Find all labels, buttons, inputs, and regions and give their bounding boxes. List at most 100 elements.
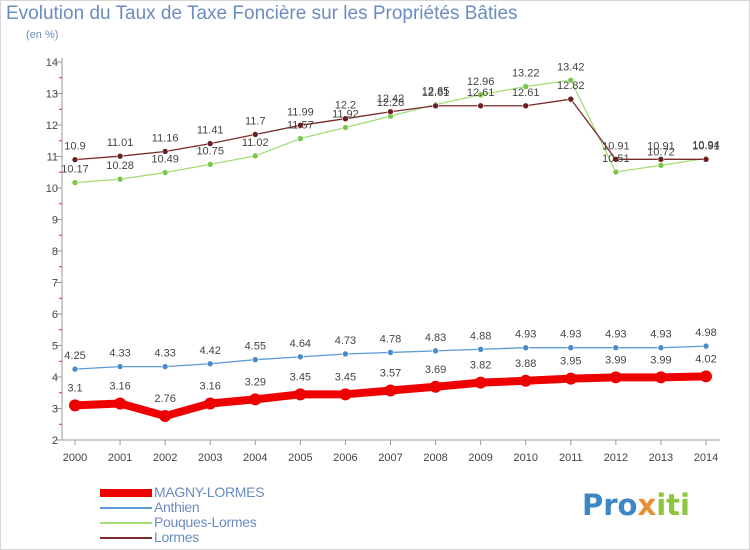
legend-item: Anthien: [100, 499, 340, 515]
y-tick-label: 11: [47, 152, 58, 164]
data-point: [477, 102, 484, 110]
data-label: 13.42: [557, 61, 585, 73]
data-label: 3.1: [67, 382, 82, 394]
y-tick-label: 4: [52, 372, 58, 384]
data-label: 10.75: [196, 145, 224, 157]
data-label: 10.91: [602, 140, 630, 152]
legend-swatch: [100, 537, 152, 539]
data-point: [522, 102, 530, 110]
data-label: 12.96: [467, 76, 495, 88]
data-point: [612, 344, 620, 352]
data-point: [161, 363, 169, 370]
data-label: 3.45: [335, 371, 356, 383]
data-point: [204, 397, 217, 410]
data-label: 4.42: [200, 345, 221, 357]
data-point: [519, 374, 532, 387]
data-label: 3.57: [380, 368, 401, 380]
data-point: [609, 371, 622, 384]
data-label: 3.69: [425, 364, 446, 376]
x-tick-label: 2004: [243, 452, 267, 464]
y-tick-label: 3: [52, 404, 58, 416]
data-point: [206, 161, 214, 168]
data-point: [522, 83, 530, 90]
data-point: [387, 349, 394, 356]
data-point: [161, 169, 169, 176]
x-tick-label: 2006: [333, 452, 357, 464]
data-point: [159, 410, 172, 423]
legend-swatch: [100, 522, 152, 524]
data-label: 4.88: [470, 330, 491, 342]
data-label: 12.61: [512, 87, 540, 99]
data-label: 12.61: [422, 87, 450, 99]
data-label: 3.29: [245, 376, 266, 388]
data-label: 3.16: [200, 380, 221, 392]
data-label: 11.57: [287, 120, 314, 132]
data-label: 4.93: [650, 329, 671, 341]
data-point: [474, 376, 487, 389]
x-tick-label: 2012: [604, 452, 628, 464]
data-label: 4.93: [560, 329, 581, 341]
data-label: 3.99: [650, 354, 671, 366]
y-tick-label: 10: [46, 183, 58, 195]
data-point: [116, 363, 124, 370]
data-point: [249, 393, 262, 406]
data-point: [477, 345, 484, 353]
x-tick-label: 2011: [559, 452, 583, 464]
data-label: 3.82: [470, 360, 491, 372]
data-label: 11.01: [107, 137, 134, 149]
data-point: [116, 152, 124, 160]
data-label: 4.02: [695, 353, 716, 365]
legend-label: MAGNY-LORMES: [154, 484, 265, 500]
data-label: 10.51: [602, 153, 630, 165]
data-point: [71, 156, 79, 163]
legend-item: Pouques-Lormes: [100, 514, 340, 530]
data-label: 12.42: [377, 93, 405, 105]
data-point: [342, 124, 349, 131]
legend-item: MAGNY-LORMES: [100, 484, 340, 500]
y-tick-label: 7: [52, 278, 58, 290]
data-label: 12.2: [335, 100, 356, 112]
data-point: [657, 344, 665, 352]
data-point: [206, 140, 214, 147]
legend-swatch: [100, 507, 152, 509]
data-label: 10.17: [61, 164, 89, 176]
data-label: 10.91: [692, 140, 720, 152]
data-label: 10.94: [692, 139, 720, 151]
x-tick-label: 2007: [378, 452, 402, 464]
data-point: [251, 131, 259, 138]
x-tick-label: 2001: [108, 452, 132, 464]
x-tick-label: 2000: [63, 452, 87, 464]
data-point: [251, 356, 259, 363]
y-tick-label: 2: [52, 435, 58, 447]
data-label: 10.72: [647, 146, 675, 158]
data-label: 4.93: [605, 329, 626, 341]
logo-part-2: x: [637, 488, 657, 522]
data-point: [69, 399, 81, 412]
data-point: [702, 156, 710, 163]
data-point: [564, 372, 577, 385]
data-point: [116, 175, 124, 183]
data-point: [657, 156, 665, 163]
data-point: [71, 179, 79, 186]
y-tick-label: 5: [52, 341, 58, 353]
data-label: 11.92: [332, 109, 359, 121]
data-label: 4.33: [109, 348, 130, 360]
data-point: [339, 388, 352, 401]
data-point: [71, 365, 79, 373]
legend-label: Anthien: [154, 499, 200, 515]
y-tick-label: 13: [46, 89, 58, 101]
data-label: 4.83: [425, 332, 446, 344]
data-point: [342, 350, 349, 358]
data-label: 10.28: [106, 160, 134, 172]
x-tick-label: 2002: [153, 452, 177, 464]
data-point: [567, 76, 575, 84]
data-label: 3.16: [109, 380, 130, 392]
y-tick-label: 14: [46, 57, 58, 69]
data-label: 13.22: [512, 68, 540, 80]
y-tick-label: 12: [46, 120, 58, 132]
data-point: [477, 91, 484, 99]
data-point: [429, 380, 442, 393]
data-label: 10.49: [151, 154, 179, 166]
data-point: [251, 152, 259, 160]
legend-item: Lormes: [100, 529, 340, 545]
